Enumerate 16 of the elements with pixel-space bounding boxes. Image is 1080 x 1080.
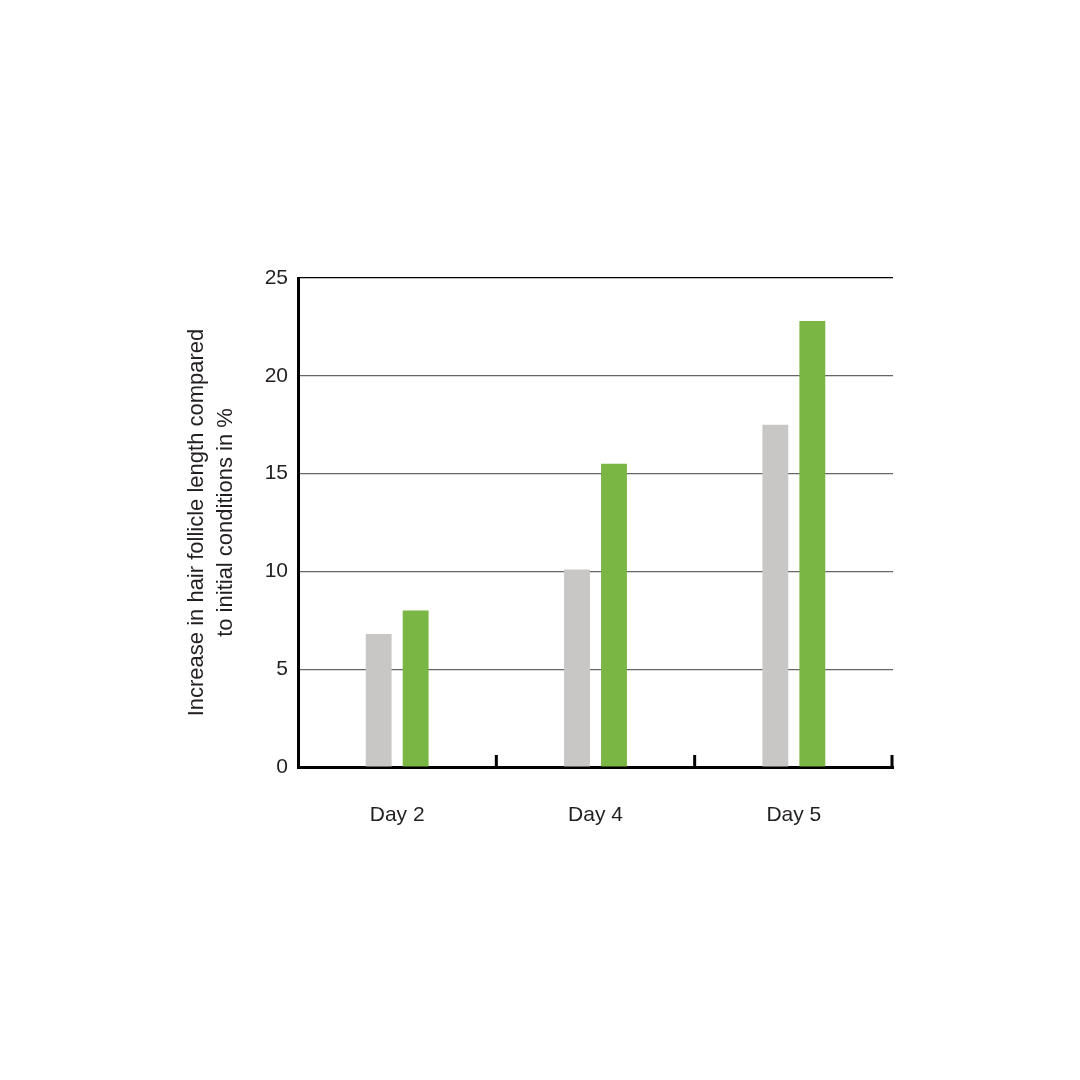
x-tick-label: Day 4 xyxy=(568,802,624,826)
y-tick-label: 25 xyxy=(264,264,288,288)
y-tick-label: 20 xyxy=(264,362,288,386)
bar xyxy=(365,633,392,767)
x-tick-label: Day 2 xyxy=(369,802,425,826)
bar xyxy=(799,321,826,767)
bar xyxy=(402,610,429,767)
y-tick-label: 5 xyxy=(276,656,288,679)
bar xyxy=(762,424,789,767)
y-axis-title: Increase in hair follicle length compared to initial conditions in % xyxy=(183,328,237,717)
y-tick-label: 0 xyxy=(276,753,288,777)
bar xyxy=(564,569,590,767)
y-tick-label: 10 xyxy=(264,558,288,582)
y-tick-label: 15 xyxy=(264,460,288,484)
x-tick-label: Day 5 xyxy=(766,802,822,826)
bar xyxy=(601,463,627,767)
